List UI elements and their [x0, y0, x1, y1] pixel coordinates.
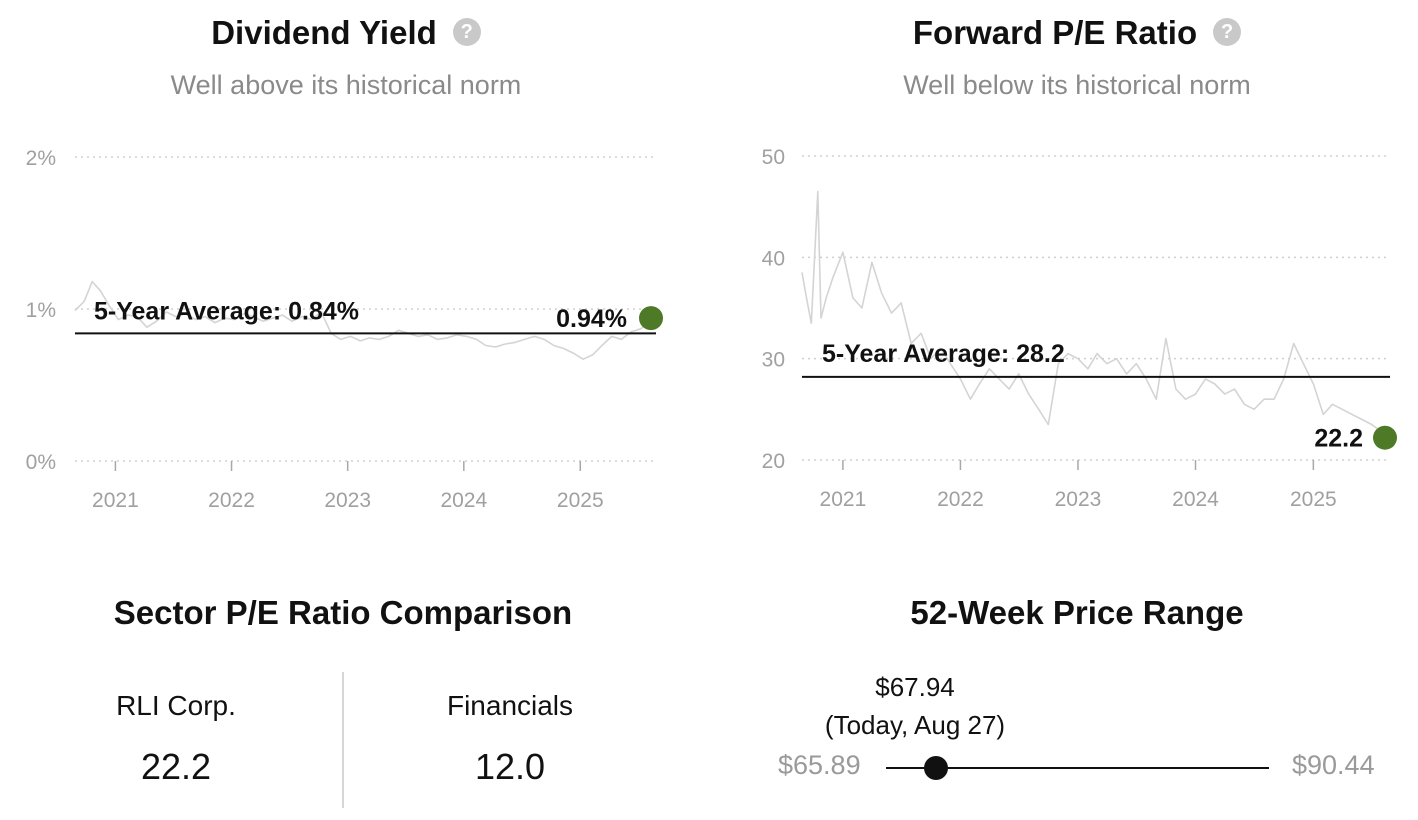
dividend-yield-title: Dividend Yield?	[0, 14, 692, 52]
forward-pe-title: Forward P/E Ratio?	[709, 14, 1418, 52]
y-tick-label: 30	[762, 349, 785, 372]
company-label: RLI Corp.	[116, 690, 236, 721]
y-tick-label: 40	[762, 247, 785, 270]
current-value-marker	[1373, 425, 1397, 450]
current-price-date: (Today, Aug 27)	[824, 710, 1006, 740]
current-value-marker	[639, 306, 663, 331]
x-tick-label: 2023	[324, 489, 371, 512]
x-tick-label: 2023	[1055, 488, 1102, 511]
x-tick-label: 2021	[92, 489, 139, 512]
price-range-title: 52-Week Price Range	[910, 594, 1244, 631]
sector-pe-title: Sector P/E Ratio Comparison	[113, 594, 573, 631]
current-price-label: $67.94	[875, 672, 955, 702]
forward-pe-title-text: Forward P/E Ratio	[912, 14, 1198, 51]
help-icon[interactable]: ?	[452, 18, 481, 46]
dividend-yield-chart: 0% 1% 2% 2021 2022 2023 2024 2025 5-Year Average…	[26, 147, 663, 512]
y-tick-label: 20	[762, 450, 785, 473]
current-value-label: 22.2	[1314, 425, 1363, 453]
average-label: 5-Year Average: 0.84%	[94, 297, 359, 325]
x-tick-label: 2025	[557, 489, 604, 512]
y-tick-label: 2%	[26, 147, 56, 170]
price-range-track	[886, 767, 1269, 769]
forward-pe-chart: 20 30 40 50 2021 2022 2023 2024 2025 5-Year Avera…	[762, 146, 1397, 511]
range-high-label: $90.44	[1292, 750, 1375, 780]
dividend-yield-subtitle: Well above its historical norm	[170, 70, 522, 100]
average-label: 5-Year Average: 28.2	[822, 340, 1065, 368]
x-tick-label: 2022	[208, 489, 255, 512]
y-tick-label: 1%	[26, 299, 56, 322]
current-value-label: 0.94%	[556, 305, 627, 333]
forward-pe-subtitle: Well below its historical norm	[903, 70, 1251, 100]
y-tick-label: 50	[762, 146, 785, 169]
current-price-marker[interactable]	[923, 756, 948, 780]
x-tick-label: 2024	[440, 489, 487, 512]
dividend-yield-title-text: Dividend Yield	[211, 14, 437, 51]
comparison-divider	[342, 672, 344, 808]
x-tick-label: 2021	[820, 488, 867, 511]
sector-label: Financials	[446, 690, 574, 721]
company-pe-value: 22.2	[140, 746, 212, 787]
range-low-label: $65.89	[778, 750, 861, 780]
x-tick-label: 2025	[1290, 488, 1337, 511]
help-icon[interactable]: ?	[1213, 18, 1242, 46]
sector-pe-value: 12.0	[474, 746, 546, 787]
series-line	[74, 280, 657, 361]
y-tick-label: 0%	[26, 451, 56, 474]
series-line	[801, 190, 1391, 439]
x-tick-label: 2024	[1172, 488, 1219, 511]
x-tick-label: 2022	[937, 488, 984, 511]
